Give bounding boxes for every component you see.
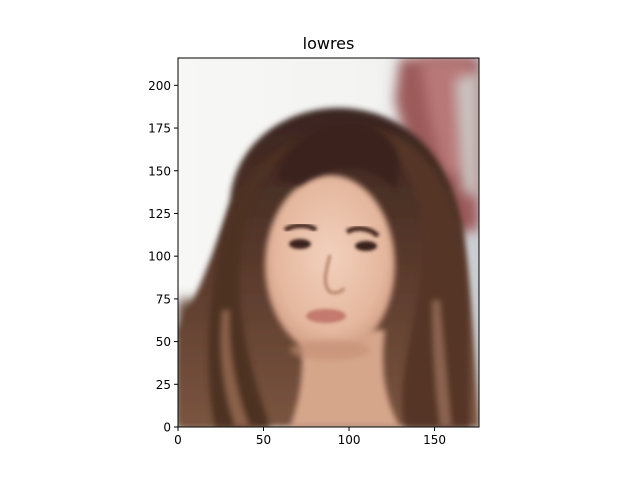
y-tick-label: 75	[156, 292, 171, 306]
x-tick-label: 100	[338, 433, 361, 447]
portrait-image	[178, 58, 479, 427]
x-tick-label: 0	[174, 433, 182, 447]
y-tick-label: 125	[148, 207, 171, 221]
chart-title: lowres	[303, 34, 355, 53]
y-tick-label: 0	[163, 421, 171, 435]
y-tick-label: 150	[148, 164, 171, 178]
x-tick-label: 50	[256, 433, 271, 447]
axes-frame	[177, 57, 480, 428]
y-tick-label: 200	[148, 79, 171, 93]
y-tick-label: 100	[148, 250, 171, 264]
x-tick-label: 150	[423, 433, 446, 447]
y-tick-label: 175	[148, 122, 171, 136]
y-tick-label: 50	[156, 335, 171, 349]
y-axis: 0 25 50 75 100 125 150 175 200	[148, 79, 178, 435]
y-tick-label: 25	[156, 378, 171, 392]
x-axis: 0 50 100 150	[174, 427, 446, 447]
